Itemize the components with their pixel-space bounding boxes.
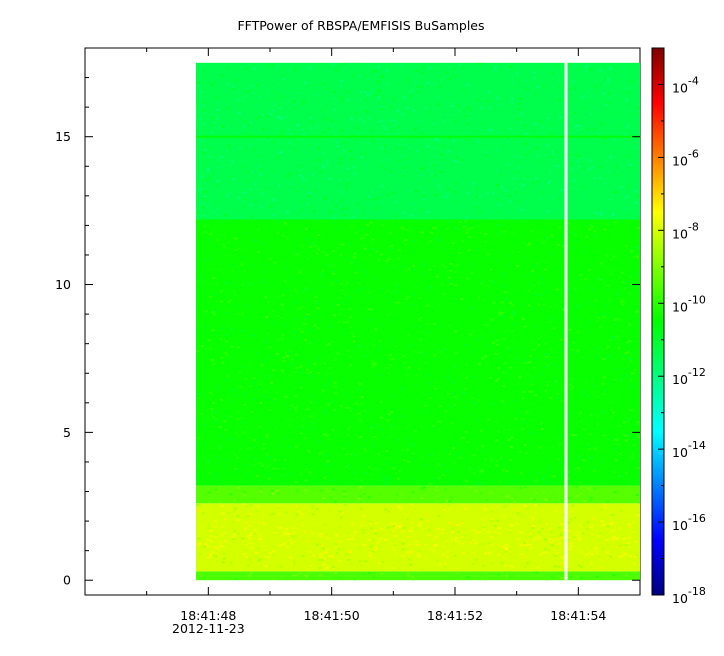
x-tick-label: 18:41:52 <box>427 608 483 623</box>
colorbar-tick-label: 10-18 <box>672 585 706 606</box>
colorbar: 10-4 10-6 10-8 10-10 10-12 10-14 10-16 10-18 <box>651 47 706 606</box>
data-gap <box>564 62 568 581</box>
colorbar-tick-label: 10-6 <box>672 147 699 168</box>
colorbar-tick-label: 10-12 <box>672 366 706 387</box>
line-feature <box>196 135 640 138</box>
low-frequency-peak <box>196 521 637 559</box>
y-tick-label: 5 <box>63 425 71 440</box>
chart-title: FFTPower of RBSPA/EMFISIS BuSamples <box>237 18 484 33</box>
spectrogram-image <box>196 62 640 581</box>
colorbar-gradient <box>651 47 665 596</box>
x-tick-label: 18:41:50 <box>304 608 360 623</box>
colorbar-tick-label: 10-14 <box>672 439 706 460</box>
colorbar-tick-label: 10-16 <box>672 512 706 533</box>
y-axis: 0 5 10 15 <box>55 77 640 588</box>
x-tick-label: 18:41:48 <box>180 608 236 623</box>
x-tick-date-label: 2012-11-23 <box>172 621 245 636</box>
y-tick-label: 15 <box>55 129 71 144</box>
y-tick-label: 10 <box>55 277 71 292</box>
power-texture <box>196 62 640 581</box>
power-band <box>196 571 640 581</box>
colorbar-tick-label: 10-8 <box>672 220 699 241</box>
power-band <box>196 485 640 504</box>
colorbar-tick-label: 10-10 <box>672 293 706 314</box>
y-tick-label: 0 <box>63 573 71 588</box>
colorbar-tick-label: 10-4 <box>672 74 699 95</box>
x-tick-label: 18:41:54 <box>550 608 606 623</box>
